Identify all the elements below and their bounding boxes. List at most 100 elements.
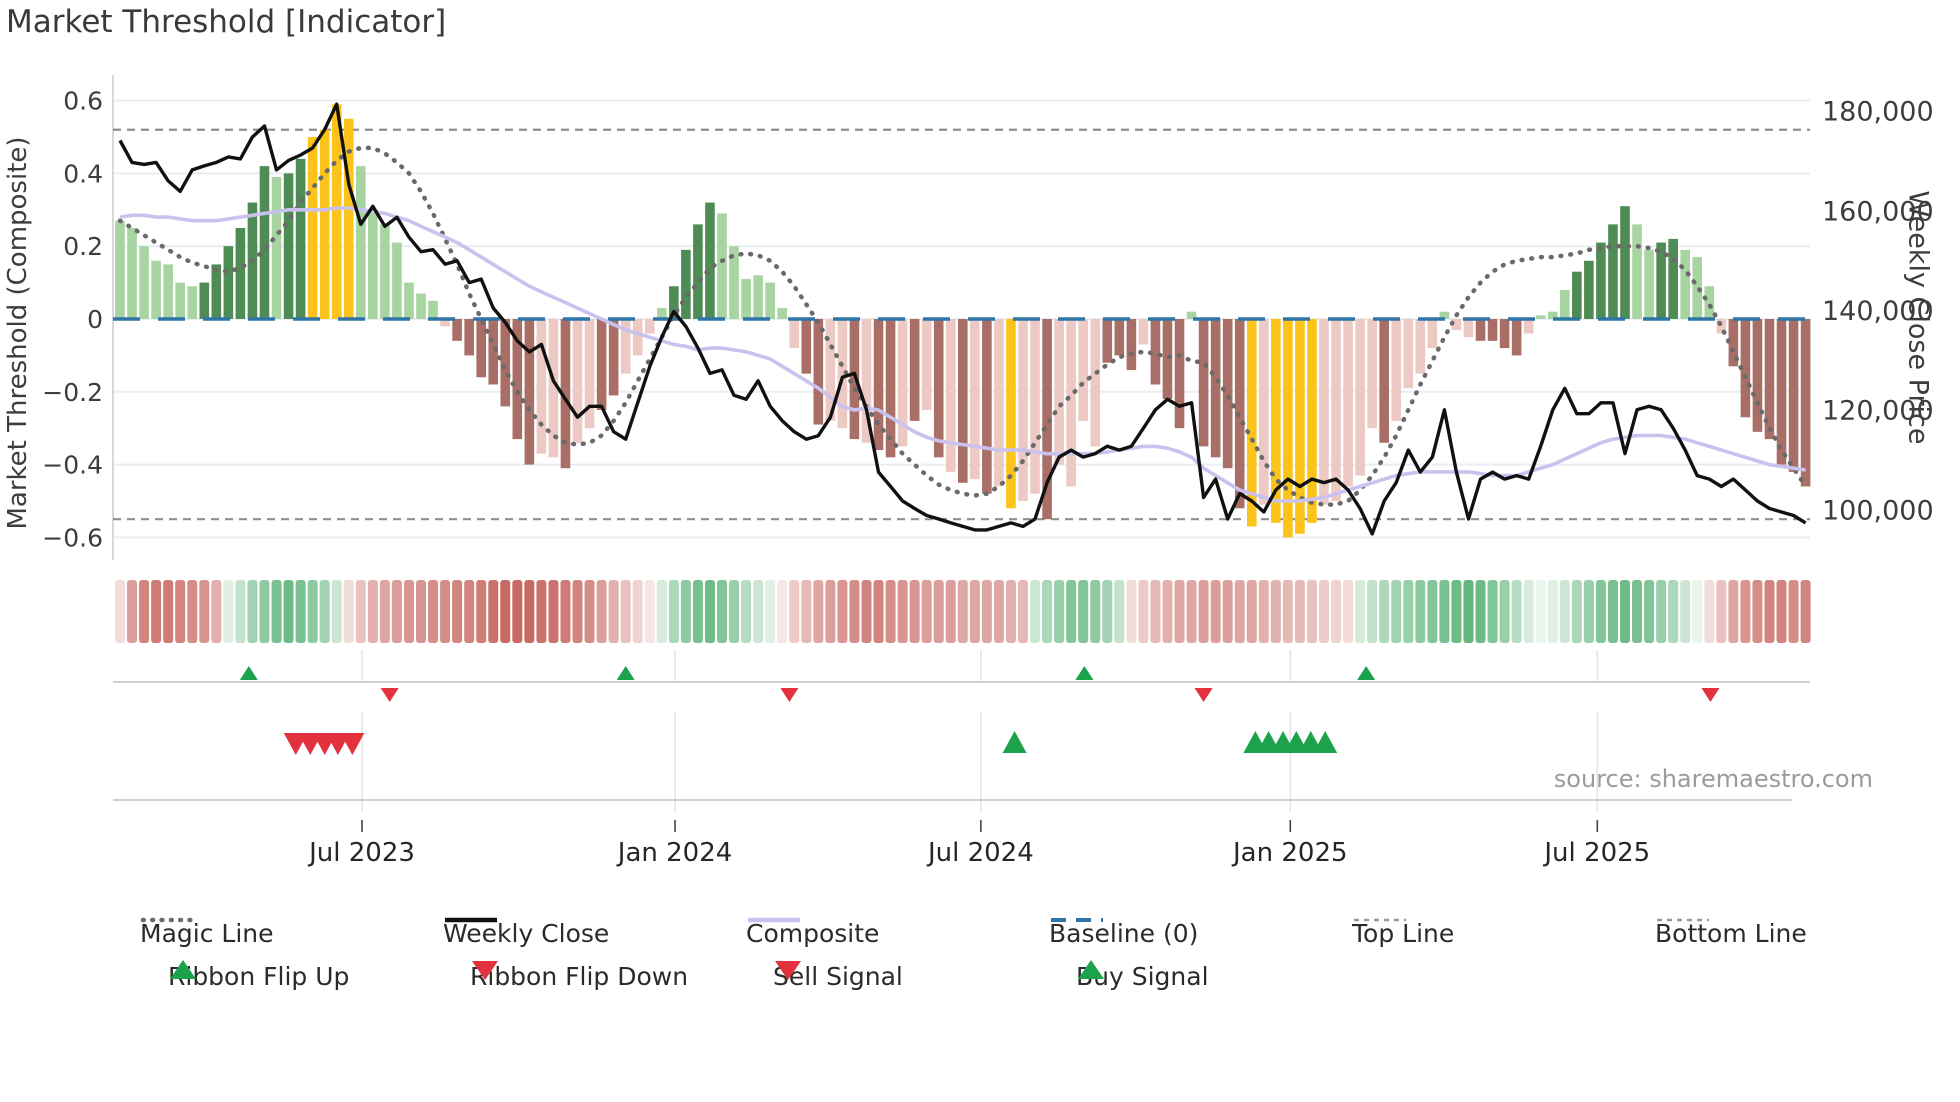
- ribbon-cell: [801, 580, 812, 643]
- right-tick-label: 140,000: [1822, 296, 1934, 327]
- ribbon-cell: [1788, 580, 1799, 643]
- green-up-triangle-icon: [170, 960, 196, 979]
- ribbon-cell: [1126, 580, 1137, 643]
- composite-bar: [1752, 319, 1763, 432]
- ribbon-cell: [139, 580, 150, 643]
- legend-item-composite: Composite: [746, 915, 879, 951]
- ribbon-cell: [1535, 580, 1546, 643]
- ribbon-cell: [1451, 580, 1462, 643]
- composite-bar: [970, 319, 980, 480]
- ribbon-cell: [741, 580, 752, 643]
- composite-bar: [283, 173, 294, 319]
- composite-bar: [1439, 311, 1450, 319]
- composite-bar: [1198, 319, 1209, 447]
- ribbon-cell: [1523, 580, 1534, 643]
- ribbon-cell: [1222, 580, 1233, 643]
- ribbon-cell: [1186, 580, 1197, 643]
- ribbon-flip-up-marker: [1357, 666, 1376, 680]
- ribbon-cell: [271, 580, 282, 643]
- ribbon-cell: [1367, 580, 1378, 643]
- legend-row-lines: Magic Line Weekly Close Composite Baseli…: [0, 915, 1960, 955]
- ribbon-cell: [235, 580, 246, 643]
- composite-bar: [596, 319, 607, 410]
- composite-bar: [681, 249, 691, 319]
- composite-bar: [512, 319, 523, 440]
- ribbon-cell: [464, 580, 475, 643]
- composite-bar: [1403, 319, 1414, 389]
- composite-bar: [801, 319, 812, 374]
- x-tick-label: Jul 2024: [926, 838, 1034, 868]
- ribbon-flip-up-marker: [1075, 666, 1094, 680]
- legend-label: Top Line: [1352, 918, 1455, 948]
- composite-bar: [717, 213, 727, 319]
- composite-bar: [1523, 319, 1534, 334]
- ribbon-cell: [656, 580, 667, 643]
- composite-bar: [536, 319, 547, 454]
- ribbon-cell: [921, 580, 932, 643]
- composite-bar: [608, 319, 619, 396]
- ribbon-cell: [1102, 580, 1113, 643]
- ribbon-cell: [753, 580, 764, 643]
- ribbon-cell: [644, 580, 655, 643]
- ribbon-cell: [849, 580, 860, 643]
- composite-bar: [235, 228, 246, 319]
- composite-bar: [175, 282, 185, 319]
- composite-bar: [693, 224, 703, 319]
- ribbon-cell: [452, 580, 463, 643]
- ribbon-cell: [1439, 580, 1450, 643]
- legend-label: Ribbon Flip Down: [470, 961, 689, 991]
- composite-bar: [1150, 319, 1161, 385]
- ribbon-cell: [1704, 580, 1715, 643]
- buy-signal-marker: [1313, 731, 1338, 753]
- ribbon-cell: [837, 580, 848, 643]
- ribbon-cell: [1415, 580, 1426, 643]
- composite-bar: [1415, 319, 1426, 374]
- composite-bar: [476, 319, 486, 378]
- ribbon-flip-down-marker: [1701, 688, 1720, 702]
- composite-bar: [1078, 319, 1088, 421]
- composite-bar: [1632, 224, 1642, 319]
- composite-bar: [1379, 319, 1389, 443]
- composite-bar: [669, 286, 679, 319]
- composite-bar: [307, 137, 318, 319]
- composite-bar: [1704, 286, 1715, 319]
- composite-bar: [1572, 271, 1582, 319]
- ribbon-cell: [367, 580, 378, 643]
- ribbon-cell: [981, 580, 992, 643]
- composite-bar: [1295, 319, 1305, 534]
- ribbon-cell: [1656, 580, 1667, 643]
- composite-bar: [1740, 319, 1751, 418]
- composite-bar: [1138, 319, 1149, 345]
- ribbon-cell: [861, 580, 872, 643]
- composite-bar: [897, 319, 908, 447]
- ribbon-cell: [668, 580, 679, 643]
- ribbon-cell: [500, 580, 511, 643]
- ribbon-cell: [680, 580, 691, 643]
- composite-bar: [705, 202, 715, 319]
- ribbon-cell: [632, 580, 643, 643]
- ribbon-cell: [1306, 580, 1317, 643]
- ribbon-cell: [1752, 580, 1763, 643]
- ribbon-cell: [897, 580, 908, 643]
- composite-bar: [223, 246, 234, 319]
- composite-bar: [452, 319, 462, 341]
- composite-bar: [1764, 319, 1775, 440]
- composite-line: [119, 206, 1806, 503]
- ribbon-flip-down-marker: [380, 688, 399, 702]
- ribbon-cell: [355, 580, 366, 643]
- composite-bar: [1006, 319, 1016, 509]
- ribbon-cell: [777, 580, 788, 643]
- right-tick-label: 100,000: [1822, 495, 1934, 526]
- ribbon-cell: [1355, 580, 1366, 643]
- ribbon-cell: [1150, 580, 1161, 643]
- ribbon-cell: [1499, 580, 1510, 643]
- left-tick-label: −0.6: [42, 523, 103, 552]
- ribbon-cell: [127, 580, 138, 643]
- composite-bar: [837, 319, 848, 429]
- dashed-gray-line-icon: [1354, 918, 1406, 922]
- ribbon-cell: [1559, 580, 1570, 643]
- ribbon-cell: [343, 580, 354, 643]
- composite-bar: [1343, 319, 1353, 487]
- composite-bar: [524, 319, 535, 465]
- composite-bar: [632, 319, 643, 356]
